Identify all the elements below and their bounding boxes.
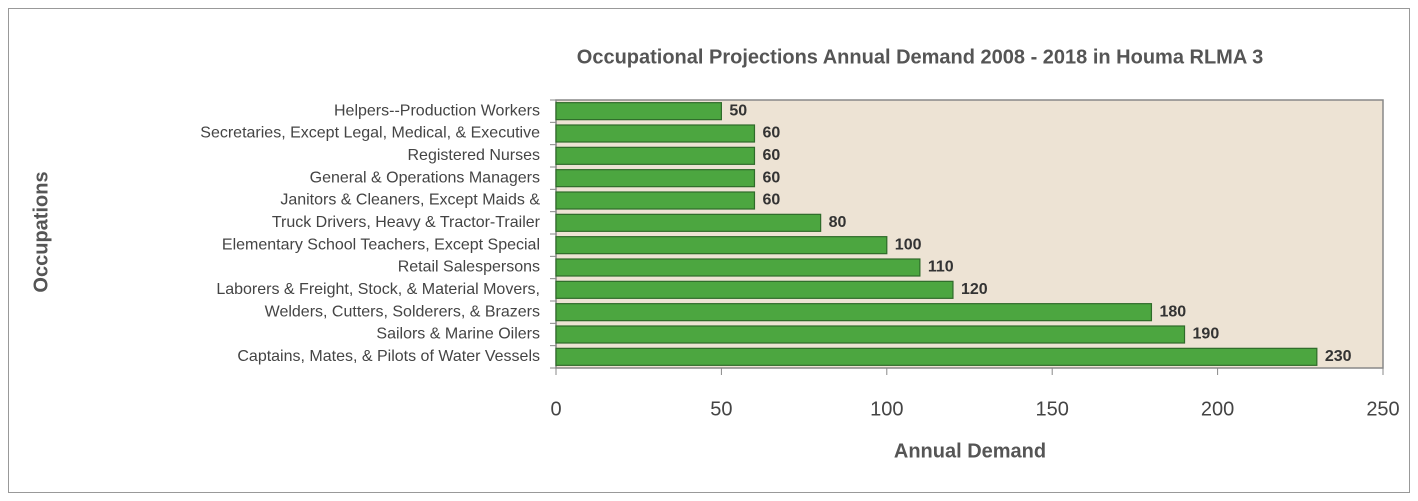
bar bbox=[555, 146, 756, 165]
y-tick-label: Retail Salespersons bbox=[398, 259, 540, 276]
bar bbox=[555, 258, 921, 277]
value-label: 110 bbox=[928, 259, 954, 276]
bar bbox=[555, 191, 756, 210]
y-tick-label: Sailors & Marine Oilers bbox=[376, 326, 540, 343]
bar bbox=[555, 303, 1153, 322]
bar bbox=[555, 280, 954, 299]
y-tick-label: General & Operations Managers bbox=[310, 169, 540, 186]
y-tick-label: Laborers & Freight, Stock, & Material Mo… bbox=[216, 281, 540, 298]
y-tick-label: Captains, Mates, & Pilots of Water Vesse… bbox=[237, 348, 540, 365]
y-tick-label: Secretaries, Except Legal, Medical, & Ex… bbox=[200, 125, 540, 142]
x-tick-label: 50 bbox=[710, 398, 732, 420]
value-label: 100 bbox=[895, 236, 922, 253]
bar bbox=[555, 124, 756, 143]
value-label: 60 bbox=[762, 169, 780, 186]
bar bbox=[555, 236, 888, 255]
plot-area bbox=[555, 99, 1384, 369]
value-label: 230 bbox=[1325, 348, 1352, 365]
bar bbox=[555, 325, 1186, 344]
x-tick-label: 250 bbox=[1366, 398, 1399, 420]
y-axis-title: Occupations bbox=[30, 171, 52, 292]
x-tick-label: 100 bbox=[870, 398, 903, 420]
x-tick-label: 0 bbox=[550, 398, 561, 420]
value-label: 120 bbox=[961, 281, 988, 298]
x-tick-label: 200 bbox=[1201, 398, 1234, 420]
value-label: 60 bbox=[762, 192, 780, 209]
y-tick-label: Welders, Cutters, Solderers, & Brazers bbox=[265, 303, 540, 320]
x-axis-title: Annual Demand bbox=[894, 440, 1046, 462]
bar bbox=[555, 102, 722, 121]
y-tick-label: Registered Nurses bbox=[408, 147, 541, 164]
bar bbox=[555, 169, 756, 188]
y-tick-label: Elementary School Teachers, Except Speci… bbox=[222, 236, 540, 253]
value-label: 60 bbox=[762, 147, 780, 164]
x-tick-label: 150 bbox=[1036, 398, 1069, 420]
y-tick-label: Truck Drivers, Heavy & Tractor-Trailer bbox=[272, 214, 541, 231]
value-label: 190 bbox=[1193, 326, 1220, 343]
y-tick-label: Janitors & Cleaners, Except Maids & bbox=[280, 192, 540, 209]
value-label: 50 bbox=[729, 102, 747, 119]
value-label: 80 bbox=[829, 214, 847, 231]
chart-title: Occupational Projections Annual Demand 2… bbox=[577, 46, 1263, 68]
bar bbox=[555, 213, 822, 232]
y-tick-label: Helpers--Production Workers bbox=[334, 102, 540, 119]
bar bbox=[555, 347, 1318, 366]
value-label: 180 bbox=[1159, 303, 1186, 320]
value-label: 60 bbox=[762, 125, 780, 142]
